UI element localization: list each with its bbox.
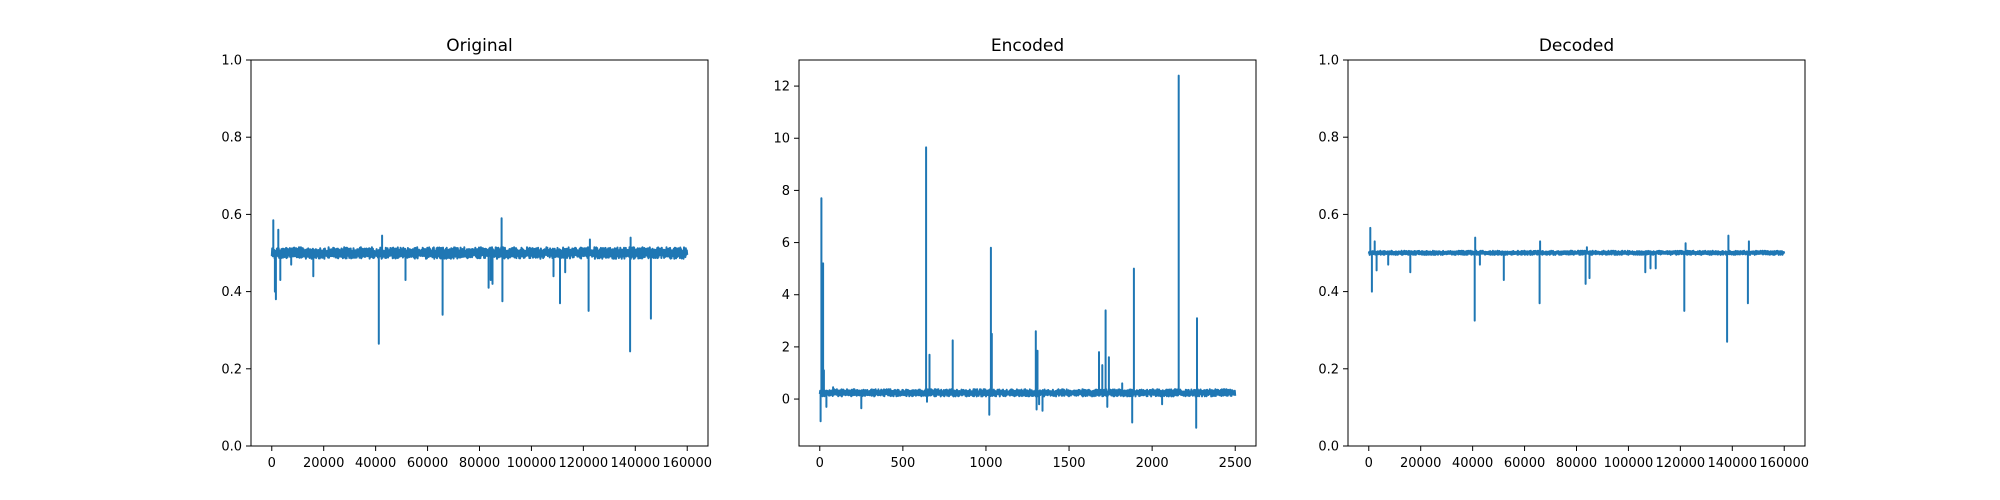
y-tick-label: 0.2 xyxy=(221,362,242,377)
x-tick-label: 2500 xyxy=(1219,456,1252,471)
x-tick-label: 120000 xyxy=(1656,456,1706,471)
axes-frame xyxy=(798,59,1257,447)
x-tick-label: 140000 xyxy=(1707,456,1757,471)
y-tick-label: 0.8 xyxy=(221,131,242,146)
y-tick-label: 0.0 xyxy=(221,440,242,455)
x-tick-label: 1500 xyxy=(1052,456,1085,471)
y-tick-label: 2 xyxy=(782,340,790,355)
y-tick-label: 0.8 xyxy=(1318,131,1339,146)
panel-encoded: Encoded 0 500 1000 1500 2000 2500 0 2 4 6 8 10 12 xyxy=(773,36,1257,471)
x-tick-label: 100000 xyxy=(507,456,557,471)
y-tick-label: 4 xyxy=(782,288,790,303)
x-tick-label: 2000 xyxy=(1136,456,1169,471)
y-tick-label: 8 xyxy=(782,184,790,199)
x-tick-label: 60000 xyxy=(1504,456,1545,471)
x-tick-label: 20000 xyxy=(303,456,344,471)
chart-title: Original xyxy=(446,36,513,56)
x-tick-label: 0 xyxy=(816,456,824,471)
y-tick-label: 0.6 xyxy=(1318,208,1339,223)
x-tick-label: 40000 xyxy=(355,456,396,471)
y-tick-label: 6 xyxy=(782,236,790,251)
x-tick-label: 1000 xyxy=(969,456,1002,471)
x-tick-label: 20000 xyxy=(1400,456,1441,471)
y-tick-label: 0.4 xyxy=(221,285,242,300)
x-tick-label: 160000 xyxy=(662,456,712,471)
chart-title: Decoded xyxy=(1539,36,1614,56)
y-tick-label: 0.6 xyxy=(221,208,242,223)
series-line-original xyxy=(270,217,689,353)
x-tick-label: 160000 xyxy=(1759,456,1809,471)
x-tick-label: 80000 xyxy=(459,456,500,471)
panel-original: Original 0 20000 40000 60000 80000 100000 12000… xyxy=(221,36,712,471)
x-tick-label: 500 xyxy=(890,456,915,471)
y-tick-label: 1.0 xyxy=(1318,54,1339,69)
y-tick-label: 0.2 xyxy=(1318,362,1339,377)
y-tick-label: 0.0 xyxy=(1318,440,1339,455)
x-tick-label: 60000 xyxy=(407,456,448,471)
x-tick-label: 0 xyxy=(268,456,276,471)
chart-title: Encoded xyxy=(991,36,1064,56)
y-tick-label: 10 xyxy=(773,132,790,147)
x-tick-label: 100000 xyxy=(1604,456,1654,471)
y-tick-label: 1.0 xyxy=(221,54,242,69)
x-tick-label: 140000 xyxy=(610,456,660,471)
series-line-encoded xyxy=(818,74,1237,429)
x-tick-label: 0 xyxy=(1365,456,1373,471)
x-tick-label: 40000 xyxy=(1452,456,1493,471)
x-tick-label: 80000 xyxy=(1556,456,1597,471)
y-tick-label: 12 xyxy=(773,80,790,95)
series-line-decoded xyxy=(1367,226,1786,343)
x-tick-label: 120000 xyxy=(559,456,609,471)
y-tick-label: 0.4 xyxy=(1318,285,1339,300)
y-tick-label: 0 xyxy=(782,393,790,408)
panel-decoded: Decoded 0 20000 40000 60000 80000 100000 120000… xyxy=(1318,36,1809,471)
